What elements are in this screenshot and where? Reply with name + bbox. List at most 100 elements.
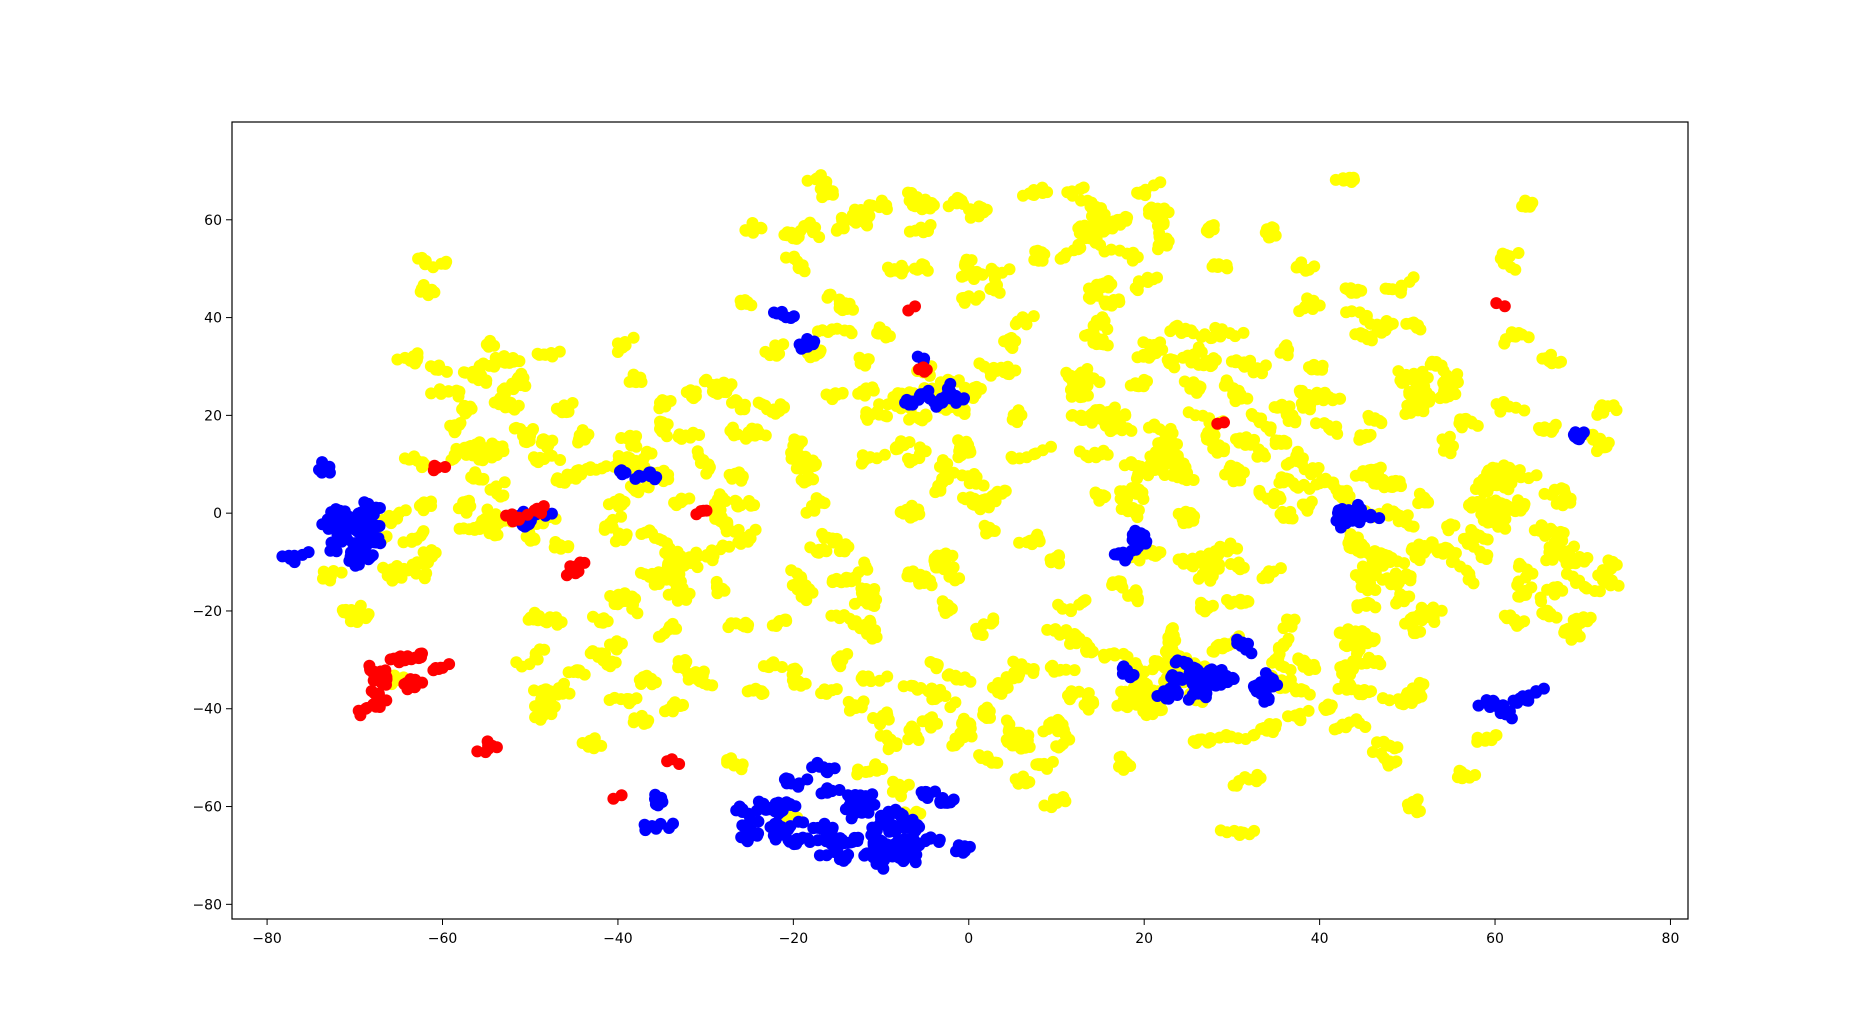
data-point [854,789,867,802]
data-point [649,798,662,811]
data-point [646,567,659,580]
data-point [858,389,871,402]
data-point [572,664,584,677]
data-point [539,348,552,361]
data-point [800,463,813,476]
data-point [949,739,962,752]
data-point [1245,408,1258,420]
data-point [1282,415,1295,427]
data-point [1360,599,1373,612]
data-point [1049,623,1062,636]
x-tick-label: −20 [779,931,809,947]
data-point [936,595,949,608]
data-point [1009,335,1022,348]
data-point [1295,256,1308,269]
data-point [626,374,639,386]
data-point [849,615,862,628]
data-point [811,325,824,338]
data-point [1230,354,1243,367]
data-point [416,526,429,539]
data-point [498,476,511,489]
data-point [1335,485,1348,498]
data-point [1392,365,1405,378]
data-point [1441,542,1454,555]
data-point [733,466,746,479]
data-point [1469,769,1482,781]
data-point [801,773,814,786]
data-point [881,410,893,423]
data-point [968,273,980,285]
data-point [1148,655,1161,667]
data-point [1301,400,1314,413]
data-point [846,208,859,221]
data-point [732,500,745,513]
data-point [1363,651,1375,664]
data-point [513,355,526,368]
data-point [529,700,541,713]
data-point [1119,554,1132,567]
data-point [1231,559,1244,571]
data-point [768,405,781,418]
data-point [377,561,390,574]
data-point [1419,493,1432,506]
data-point [963,443,976,456]
data-point [1027,663,1040,675]
data-point [1211,417,1224,430]
data-point [952,839,965,852]
data-point [1248,682,1261,695]
data-point [407,350,420,363]
data-point [1355,284,1368,297]
data-point [549,536,562,548]
data-point [1087,327,1100,340]
data-point [1400,591,1413,603]
data-point [1347,171,1360,184]
data-point [1509,263,1522,276]
data-point [1569,426,1582,439]
data-point [325,536,338,549]
data-point [951,191,964,204]
data-point [1261,570,1274,582]
data-point [276,550,289,563]
data-point [877,862,890,875]
data-point [1119,408,1132,421]
data-point [1559,487,1572,500]
data-point [747,684,760,697]
data-point [1403,386,1416,398]
data-point [1090,281,1103,293]
data-point [1311,363,1324,376]
data-point [725,617,738,630]
data-point [1584,611,1597,624]
data-point [576,424,589,437]
data-point [1178,470,1191,483]
data-point [1581,552,1594,564]
data-point [660,395,673,408]
data-point [535,437,548,449]
data-point [1248,824,1261,837]
data-point [794,577,807,590]
data-point [798,341,811,354]
data-point [1098,651,1111,664]
data-point [564,471,577,484]
data-point [840,540,853,553]
data-point [1163,357,1176,370]
data-point [905,720,918,733]
data-point [749,523,762,536]
data-point [1065,390,1078,403]
data-point [981,701,994,714]
data-point [315,466,328,479]
data-point [873,834,886,847]
data-point [386,574,399,587]
y-tick-label: 0 [213,506,222,522]
data-point [875,194,888,207]
data-point [922,225,934,237]
data-point [661,755,674,768]
data-point [1125,697,1137,710]
data-point [1213,439,1226,452]
data-point [1568,540,1580,553]
data-point [431,461,444,474]
data-point [1381,757,1394,769]
data-point [1170,322,1183,335]
data-point [1349,569,1362,582]
data-point [1410,397,1422,410]
data-point [530,454,542,467]
